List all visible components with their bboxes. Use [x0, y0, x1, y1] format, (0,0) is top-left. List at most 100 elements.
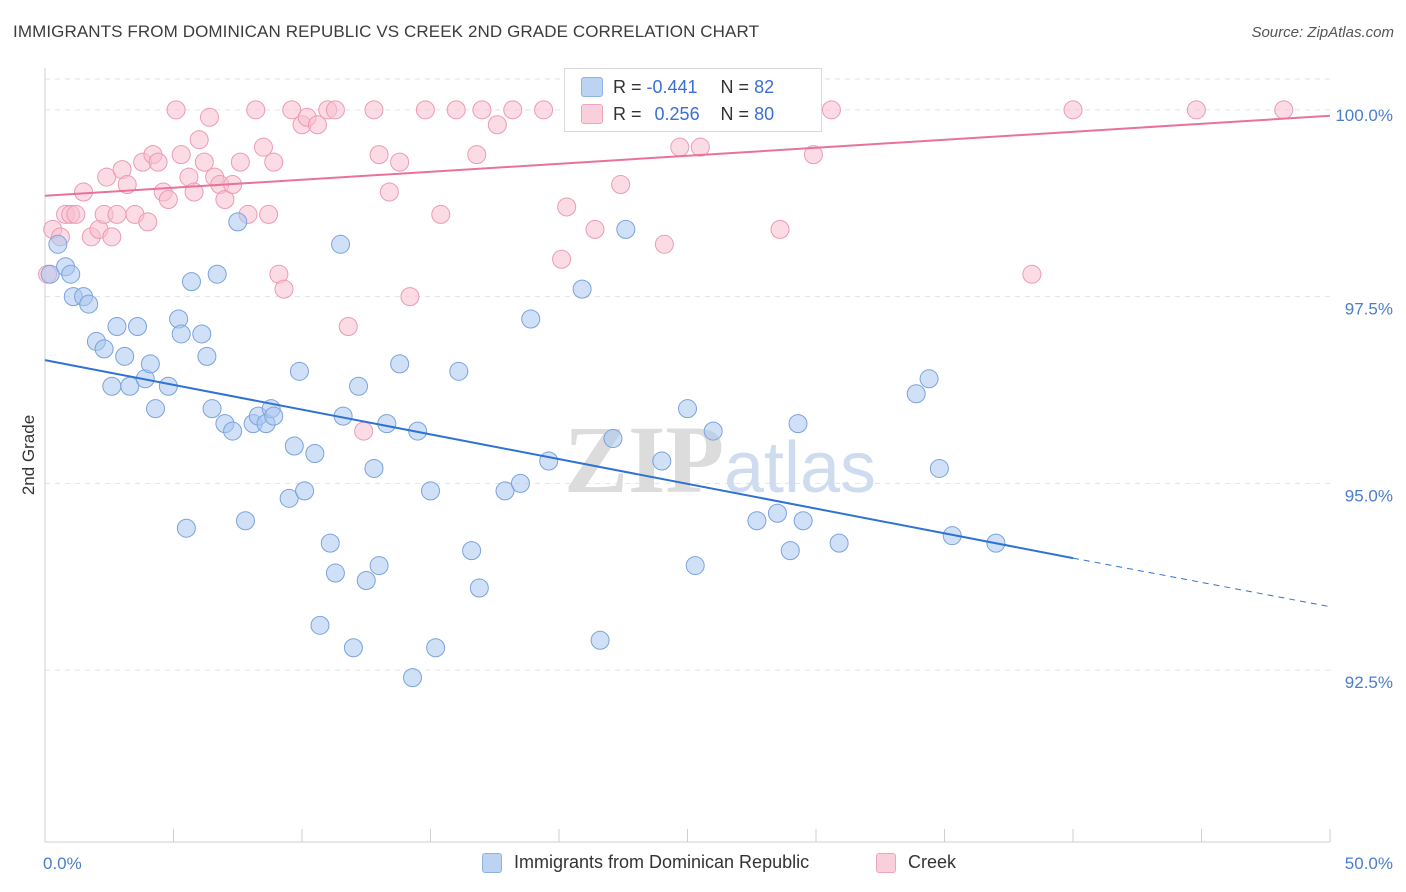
point-creek	[264, 152, 284, 172]
point-creek	[259, 204, 279, 224]
point-dominican	[703, 421, 723, 441]
point-dominican	[539, 451, 559, 471]
y-tick-label: 92.5%	[1345, 673, 1393, 692]
point-dominican	[369, 556, 389, 576]
point-creek	[803, 145, 823, 165]
point-creek	[487, 115, 507, 135]
point-dominican	[788, 414, 808, 434]
point-dominican	[176, 518, 196, 538]
point-creek	[1063, 100, 1083, 120]
point-dominican	[202, 399, 222, 419]
point-dominican	[793, 511, 813, 531]
point-creek	[148, 152, 168, 172]
point-creek	[369, 145, 389, 165]
point-dominican	[305, 444, 325, 463]
source-label: Source: ZipAtlas.com	[1251, 24, 1394, 41]
point-creek	[166, 100, 186, 120]
data-points	[38, 100, 1294, 688]
correlation-legend: R = -0.441 N = 82 R = 0.256 N = 80	[564, 68, 822, 132]
y-tick-label: 95.0%	[1345, 486, 1393, 505]
x-tick-label-max: 50.0%	[1345, 854, 1393, 873]
legend-label-dominican: Immigrants from Dominican Republic	[514, 852, 810, 872]
point-dominican	[115, 346, 135, 366]
point-dominican	[102, 376, 122, 396]
point-creek	[472, 100, 492, 120]
blue-swatch	[581, 77, 603, 97]
point-dominican	[128, 316, 148, 336]
point-creek	[654, 234, 674, 254]
point-creek	[325, 100, 345, 120]
trend-lines	[44, 114, 1331, 608]
point-dominican	[377, 414, 397, 434]
point-creek	[585, 219, 605, 239]
y-tick-label: 100.0%	[1335, 106, 1393, 125]
point-creek	[189, 130, 209, 150]
point-dominican	[403, 668, 423, 688]
point-creek	[611, 175, 631, 195]
point-dominican	[48, 234, 68, 254]
point-dominican	[421, 481, 440, 501]
point-dominican	[919, 369, 939, 389]
x-tick-label-min: 0.0%	[43, 854, 82, 873]
point-creek	[534, 100, 554, 120]
point-creek	[770, 219, 790, 239]
trend-line-dominican	[44, 359, 1074, 560]
legend-item-creek[interactable]: Creek	[876, 852, 956, 873]
point-dominican	[158, 376, 178, 396]
point-dominican	[325, 563, 345, 583]
point-creek	[66, 204, 86, 224]
point-creek	[390, 152, 410, 172]
point-dominican	[652, 451, 672, 471]
point-dominican	[685, 556, 705, 576]
point-dominican	[521, 309, 541, 329]
r-value-pink: 0.256	[654, 103, 700, 124]
point-creek	[670, 137, 690, 157]
point-dominican	[469, 578, 489, 598]
point-dominican	[264, 406, 284, 426]
point-dominican	[495, 481, 515, 501]
point-creek	[97, 167, 117, 187]
point-dominican	[192, 324, 212, 344]
point-dominican	[107, 316, 127, 336]
point-creek	[379, 182, 399, 202]
point-creek	[307, 115, 327, 135]
point-creek	[138, 212, 158, 232]
point-creek	[821, 100, 841, 120]
point-dominican	[603, 429, 623, 449]
n-value-pink: 80	[754, 103, 775, 124]
point-dominican	[572, 279, 592, 299]
point-dominican	[829, 533, 849, 553]
point-creek	[274, 279, 294, 299]
point-dominican	[310, 615, 330, 635]
point-creek	[117, 175, 137, 195]
legend-label-creek: Creek	[908, 852, 957, 872]
point-dominican	[171, 324, 191, 344]
watermark: ZIPatlas	[564, 406, 876, 513]
point-dominican	[279, 488, 299, 508]
point-creek	[552, 249, 572, 269]
point-creek	[690, 137, 710, 157]
watermark-atlas: atlas	[724, 428, 876, 508]
point-dominican	[426, 638, 446, 658]
point-dominican	[228, 212, 248, 232]
trend-line-dominican-extrapolated	[1072, 557, 1331, 608]
point-creek	[415, 100, 435, 120]
point-creek	[1274, 100, 1294, 120]
r-label: R =	[613, 76, 642, 97]
point-dominican	[289, 361, 309, 381]
point-creek	[338, 316, 358, 336]
point-dominican	[364, 458, 384, 478]
point-creek	[158, 189, 178, 209]
y-tick-label: 97.5%	[1345, 300, 1393, 319]
point-dominican	[235, 511, 255, 531]
pink-swatch	[581, 104, 603, 124]
point-dominican	[767, 503, 787, 523]
point-dominican	[146, 399, 166, 419]
point-creek	[230, 152, 250, 172]
point-creek	[400, 287, 420, 307]
point-creek	[1022, 264, 1042, 284]
point-dominican	[284, 436, 304, 456]
legend-item-dominican[interactable]: Immigrants from Dominican Republic	[482, 852, 809, 873]
point-dominican	[223, 421, 243, 441]
